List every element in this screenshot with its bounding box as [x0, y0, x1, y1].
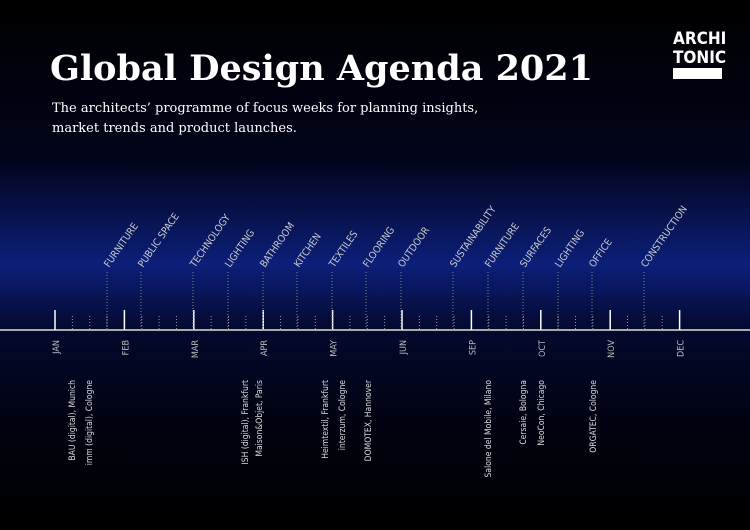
event-label: DOMOTEX, Hannover: [364, 379, 374, 461]
logo-text: TONIC: [673, 48, 726, 68]
month-label: APR: [260, 340, 270, 356]
event-label: Salone del Mobile, Milano: [484, 380, 494, 478]
event-label: Heimtextil, Frankfurt: [321, 380, 331, 459]
month-label: FEB: [121, 340, 131, 355]
month-label: NOV: [607, 340, 617, 358]
event-label: Cersaie, Bologna: [519, 380, 529, 445]
title: Global Design Agenda 2021: [50, 48, 593, 89]
event-label: Maison&Objet, Paris: [255, 380, 265, 457]
subtitle: The architects’ programme of focus weeks…: [52, 101, 478, 116]
month-label: OCT: [538, 340, 548, 357]
event-label: ISH (digital), Frankfurt: [241, 380, 251, 464]
event-label: interzum, Cologne: [338, 380, 348, 451]
month-label: JAN: [52, 340, 62, 355]
month-label: MAR: [191, 340, 201, 359]
month-label: JUN: [399, 340, 409, 355]
event-label: BAU (digital), Munich: [68, 380, 78, 461]
event-label: NeoCon, Chicago: [537, 380, 547, 446]
subtitle: market trends and product launches.: [52, 121, 297, 136]
logo-text: ARCHI: [673, 29, 726, 49]
event-label: ORGATEC, Cologne: [589, 380, 599, 453]
event-label: imm (digital), Cologne: [85, 380, 95, 466]
month-label: DEC: [677, 340, 687, 357]
logo-bar: [673, 68, 722, 79]
month-label: MAY: [330, 340, 340, 357]
month-label: SEP: [468, 340, 478, 355]
